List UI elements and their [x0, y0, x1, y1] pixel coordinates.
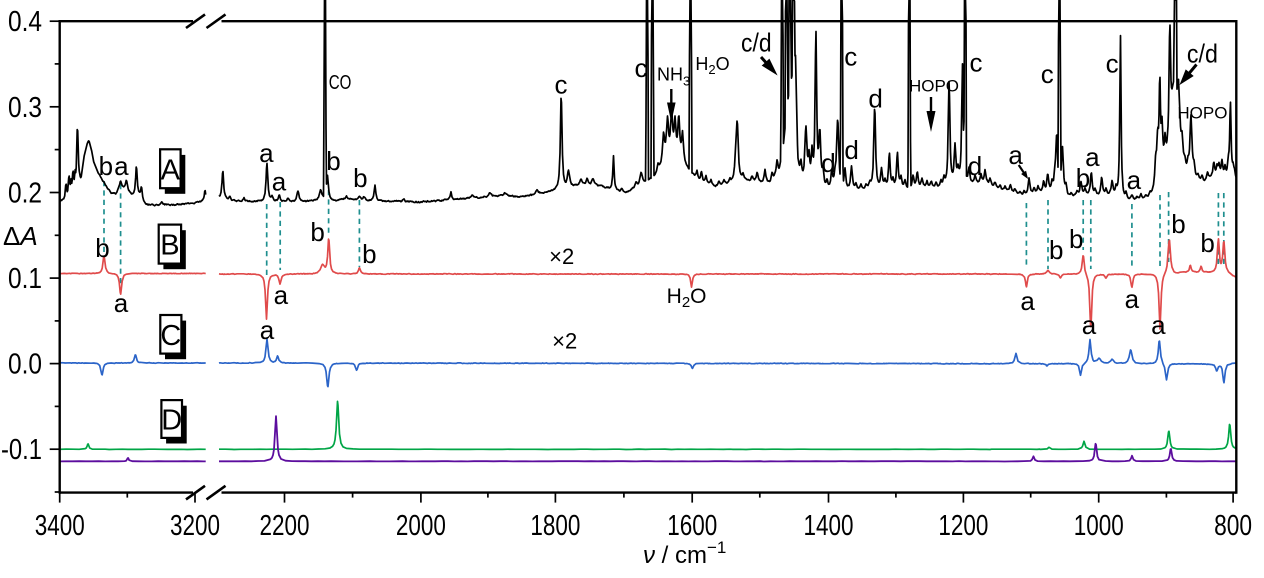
- svg-text:1400: 1400: [804, 510, 854, 542]
- svg-text:×2: ×2: [549, 244, 574, 269]
- svg-text:×2: ×2: [552, 329, 577, 354]
- svg-text:b: b: [1171, 209, 1185, 239]
- svg-text:c/d: c/d: [741, 28, 772, 58]
- svg-text:a: a: [1082, 310, 1097, 340]
- svg-text:3200: 3200: [170, 510, 220, 542]
- svg-text:c: c: [1041, 59, 1054, 89]
- svg-text:a: a: [1151, 310, 1166, 340]
- svg-text:0.0: 0.0: [8, 349, 42, 381]
- svg-text:b: b: [362, 239, 376, 269]
- svg-text:d: d: [844, 135, 858, 165]
- svg-text:a: a: [272, 167, 287, 197]
- svg-text:a: a: [259, 138, 274, 168]
- svg-text:b: b: [1076, 163, 1090, 193]
- svg-text:a: a: [1085, 142, 1100, 172]
- svg-text:b: b: [1049, 235, 1063, 265]
- svg-text:c: c: [555, 70, 568, 100]
- svg-text:0.1: 0.1: [8, 263, 42, 295]
- svg-text:a: a: [1125, 284, 1140, 314]
- svg-text:b: b: [99, 151, 113, 181]
- svg-text:HOPO: HOPO: [909, 77, 959, 96]
- svg-text:b: b: [326, 146, 340, 176]
- svg-text:0.2: 0.2: [8, 178, 42, 210]
- svg-text:a: a: [114, 288, 129, 318]
- svg-text:c: c: [844, 42, 857, 72]
- svg-text:HOPO: HOPO: [1177, 103, 1227, 122]
- svg-text:a: a: [260, 315, 275, 345]
- svg-text:c: c: [635, 53, 648, 83]
- svg-text:3400: 3400: [35, 510, 85, 542]
- svg-text:2000: 2000: [396, 510, 446, 542]
- svg-text:a: a: [114, 151, 129, 181]
- svg-text:a: a: [1008, 140, 1023, 170]
- svg-text:c: c: [970, 48, 983, 78]
- svg-text:a: a: [274, 280, 289, 310]
- svg-text:b: b: [95, 233, 109, 263]
- svg-text:1600: 1600: [667, 510, 717, 542]
- svg-text:800: 800: [1214, 510, 1252, 542]
- svg-text:d: d: [868, 83, 882, 113]
- svg-text:c: c: [1106, 49, 1119, 79]
- svg-text:b: b: [353, 163, 367, 193]
- svg-text:b: b: [1200, 228, 1214, 258]
- svg-text:2200: 2200: [260, 510, 310, 542]
- svg-text:0.3: 0.3: [8, 92, 42, 124]
- svg-text:b: b: [1069, 224, 1083, 254]
- svg-text:d: d: [968, 151, 982, 181]
- svg-text:1200: 1200: [938, 510, 988, 542]
- svg-text:-0.1: -0.1: [1, 434, 42, 466]
- svg-text:d: d: [821, 148, 835, 178]
- svg-text:b: b: [310, 217, 324, 247]
- svg-text:a: a: [1127, 165, 1142, 195]
- svg-text:a: a: [1020, 286, 1035, 316]
- svg-text:H2O: H2O: [695, 54, 729, 77]
- svg-text:1800: 1800: [530, 510, 580, 542]
- svg-text:B: B: [160, 230, 179, 262]
- svg-text:ΔA: ΔA: [3, 221, 38, 251]
- svg-text:CO: CO: [329, 72, 352, 94]
- svg-text:A: A: [161, 154, 181, 186]
- svg-text:1000: 1000: [1074, 510, 1124, 542]
- svg-text:c/d: c/d: [1187, 38, 1218, 68]
- svg-text:D: D: [161, 405, 182, 437]
- svg-text:0.4: 0.4: [8, 6, 42, 38]
- svg-text:C: C: [160, 320, 181, 352]
